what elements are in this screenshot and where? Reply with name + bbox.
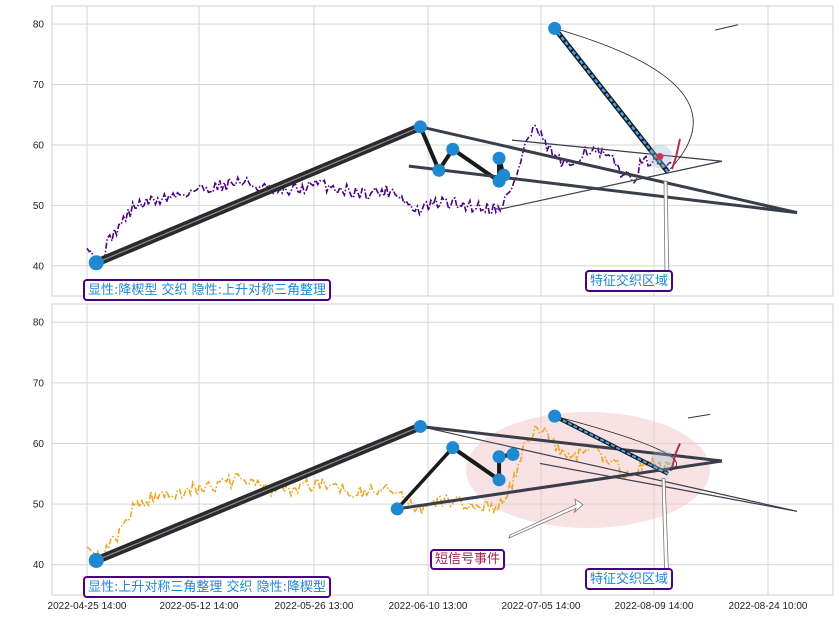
annotation-zone-label: 特征交织区域: [585, 568, 674, 590]
y-tick-label: 50: [33, 500, 45, 511]
pivot-marker: [413, 120, 427, 134]
annotation-pattern-label: 显性:上升对称三角整理 交织 隐性:降楔型: [83, 576, 332, 598]
x-tick-label: 2022-06-10 13:00: [389, 601, 468, 612]
triangle-upper-line: [511, 139, 723, 162]
wedge-lower-line: [539, 462, 798, 512]
signal-region: [466, 412, 710, 528]
wedge-upper-line: [420, 425, 798, 512]
annotation-box: [83, 279, 332, 301]
y-tick-label: 40: [33, 261, 45, 272]
annotation-pattern-label: 显性:降楔型 交织 隐性:上升对称三角整理: [83, 279, 332, 301]
annotation-box: [585, 568, 674, 590]
annotation-text: 显性:上升对称三角整理 交织 隐性:降楔型: [88, 579, 326, 595]
pivot-marker: [446, 142, 460, 156]
x-tick-label: 2022-05-26 13:00: [275, 601, 354, 612]
wedge-upper-line: [420, 125, 798, 215]
annotation-event-label: 短信号事件: [430, 549, 506, 570]
annotation-box: [430, 549, 506, 570]
wedge-lower-line: [408, 164, 798, 215]
pivot-marker: [413, 419, 427, 433]
pivot-marker: [548, 409, 562, 423]
y-tick-label: 70: [33, 80, 45, 91]
plot-area: [51, 303, 834, 596]
triangle-lower-line: [497, 160, 723, 211]
annotation-box: [585, 270, 674, 292]
x-tick-label: 2022-05-12 14:00: [160, 601, 239, 612]
y-tick-label: 60: [33, 140, 45, 151]
x-tick-label: 2022-04-25 14:00: [48, 601, 127, 612]
zone-glow: [651, 449, 673, 472]
x-tick-label: 2022-08-09 14:00: [615, 601, 694, 612]
annotation-box: [83, 576, 332, 598]
triangle-lower-line: [396, 459, 723, 511]
triangle-upper-line: [420, 424, 723, 463]
target-cap: [687, 413, 711, 419]
breakout-line: [553, 27, 669, 173]
y-tick-label: 50: [33, 201, 45, 212]
y-tick-label: 80: [33, 20, 45, 31]
price-series-line: [86, 425, 673, 563]
target-arc: [554, 27, 694, 170]
pivot-marker: [492, 450, 506, 464]
annotation-text: 特征交织区域: [590, 571, 668, 587]
pattern-rise-leg: [395, 446, 455, 511]
annotation-text: 特征交织区域: [590, 273, 668, 289]
y-tick-label: 80: [33, 318, 45, 329]
event-arrow: [508, 498, 584, 539]
chart-panel-top: 40 50 60 70 80 显性:降楔型 交织 隐性:上升对称三角整理 特征交织区域: [33, 5, 834, 301]
y-tick-label: 40: [33, 560, 45, 571]
pivot-marker: [548, 21, 562, 35]
signal-mark: [671, 138, 681, 170]
pattern-leg-main-inner: [96, 425, 421, 561]
pattern-leg-main-inner: [96, 126, 421, 264]
breakout-line: [554, 415, 669, 475]
target-cap: [714, 24, 739, 31]
pivot-marker: [446, 441, 460, 455]
pivot-marker: [88, 255, 104, 271]
signal-mark: [671, 443, 681, 468]
target-arc: [554, 415, 677, 472]
y-tick-label: 60: [33, 439, 45, 450]
signal-dot: [656, 152, 664, 160]
pivot-marker: [492, 473, 506, 487]
pattern-zigzag: [451, 446, 514, 482]
pivot-marker: [506, 447, 520, 461]
annotation-zone-label: 特征交织区域: [585, 270, 674, 292]
x-tick-label: 2022-07-05 14:00: [502, 601, 581, 612]
annotation-text: 显性:降楔型 交织 隐性:上升对称三角整理: [88, 282, 326, 298]
annotation-text: 短信号事件: [435, 552, 500, 567]
pivot-marker: [390, 502, 404, 516]
pivot-marker: [88, 552, 104, 568]
x-tick-label: 2022-08-24 10:00: [729, 601, 808, 612]
pivot-marker: [492, 151, 506, 165]
y-tick-label: 70: [33, 378, 45, 389]
chart-panel-bottom: 40 50 60 70 80 显性:上升对称三角整理 交织 隐性:降楔型 特征交织区域 短信号…: [33, 303, 834, 612]
plot-area: [51, 5, 834, 297]
pivot-marker: [497, 168, 511, 182]
pivot-marker: [432, 163, 446, 177]
